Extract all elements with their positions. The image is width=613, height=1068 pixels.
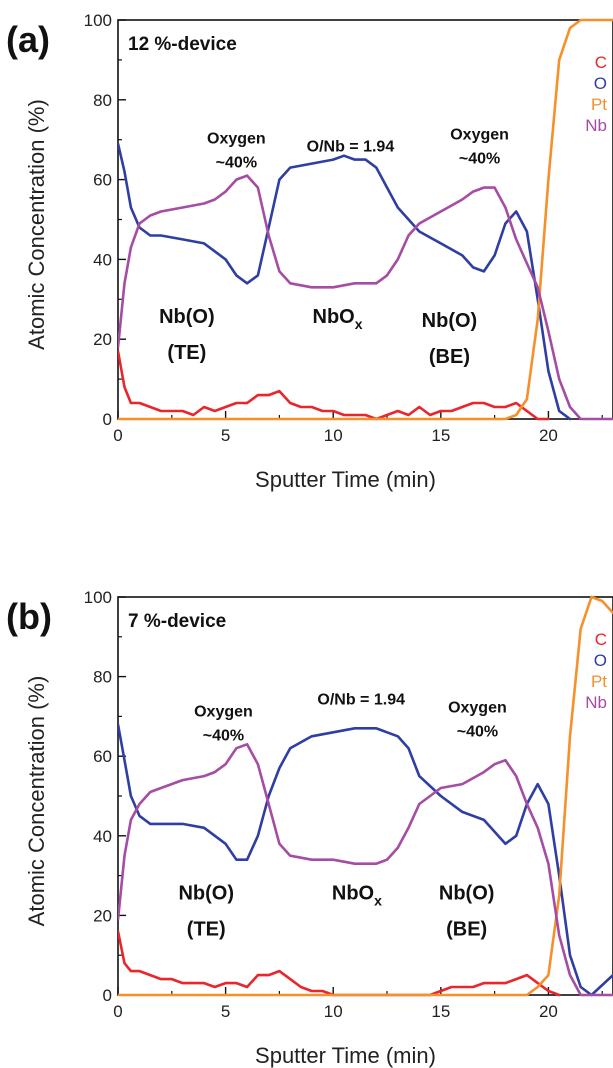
y-tick-label: 40 [93,827,112,846]
x-tick-label: 0 [113,1002,122,1021]
chart-panel-a: 0 20 40 60 80 100 0 5 10 15 20 Sputter Time (min) At… [6,11,613,492]
annotation: Oxygen [207,131,266,148]
x-tick-label: 5 [221,426,230,445]
x-tick-label: 10 [324,426,343,445]
series-line-pt [118,595,613,997]
annotation: (BE) [446,918,487,940]
y-axis-title: Atomic Concentration (%) [24,99,49,350]
annotation: Nb(O) [439,882,495,904]
chart-panel-b: 0 20 40 60 80 100 0 5 10 15 20 Sputter Time (min) At… [6,588,613,1068]
annotation: Nb(O) [159,306,215,328]
annotation: Oxygen [194,703,253,720]
annotation-subscript: x [374,892,382,908]
series-line-pt [118,18,613,421]
device-label: 12 %-device [128,34,237,55]
annotation: O/Nb = 1.94 [307,139,395,156]
legend-entry-o: O [594,74,607,93]
series-line-nb [118,174,613,421]
x-tick-label: 0 [113,426,122,445]
y-tick-label: 100 [84,588,112,607]
x-tick-label: 15 [431,426,450,445]
x-tick-label: 5 [221,1002,230,1021]
y-tick-label: 20 [93,906,112,925]
annotation: ~40% [457,723,498,740]
x-axis-title: Sputter Time (min) [255,467,436,492]
series-line-c [118,349,550,421]
series-line-nb [118,743,613,997]
annotation: Nb(O) [422,310,478,332]
annotation: Nb(O) [178,882,234,904]
y-tick-label: 60 [93,171,112,190]
panel-label: (a) [6,19,50,60]
annotation: (TE) [167,342,206,364]
annotation: Oxygen [448,699,507,716]
annotation: NbOx [332,882,382,908]
x-tick-label: 10 [324,1002,343,1021]
annotation: O/Nb = 1.94 [317,691,405,708]
annotation-subscript: x [355,316,363,332]
series-line-o [118,142,572,421]
x-tick-label: 20 [539,1002,558,1021]
legend-entry-nb: Nb [585,693,607,712]
y-tick-label: 0 [103,410,112,429]
legend-entry-nb: Nb [585,116,607,135]
y-tick-label: 100 [84,11,112,30]
annotation: NbOx [313,306,363,332]
annotation: ~40% [216,155,257,172]
series-line-c [118,930,561,997]
y-tick-label: 80 [93,668,112,687]
y-tick-label: 20 [93,330,112,349]
y-tick-label: 40 [93,250,112,269]
y-tick-label: 80 [93,91,112,110]
x-axis-title: Sputter Time (min) [255,1043,436,1068]
legend-entry-o: O [594,651,607,670]
annotation: (BE) [429,346,470,368]
y-tick-label: 0 [103,986,112,1005]
legend-entry-pt: Pt [591,95,607,114]
x-tick-label: 20 [539,426,558,445]
annotation: ~40% [203,727,244,744]
legend-entry-c: C [595,630,607,649]
annotation: ~40% [459,151,500,168]
y-axis-title: Atomic Concentration (%) [24,676,49,927]
annotation: (TE) [187,918,226,940]
x-tick-label: 15 [431,1002,450,1021]
annotation: Oxygen [450,127,509,144]
device-label: 7 %-device [128,611,226,632]
legend-entry-pt: Pt [591,672,607,691]
panel-label: (b) [6,596,52,637]
series-line-o [118,723,613,997]
legend-entry-c: C [595,53,607,72]
y-tick-label: 60 [93,747,112,766]
